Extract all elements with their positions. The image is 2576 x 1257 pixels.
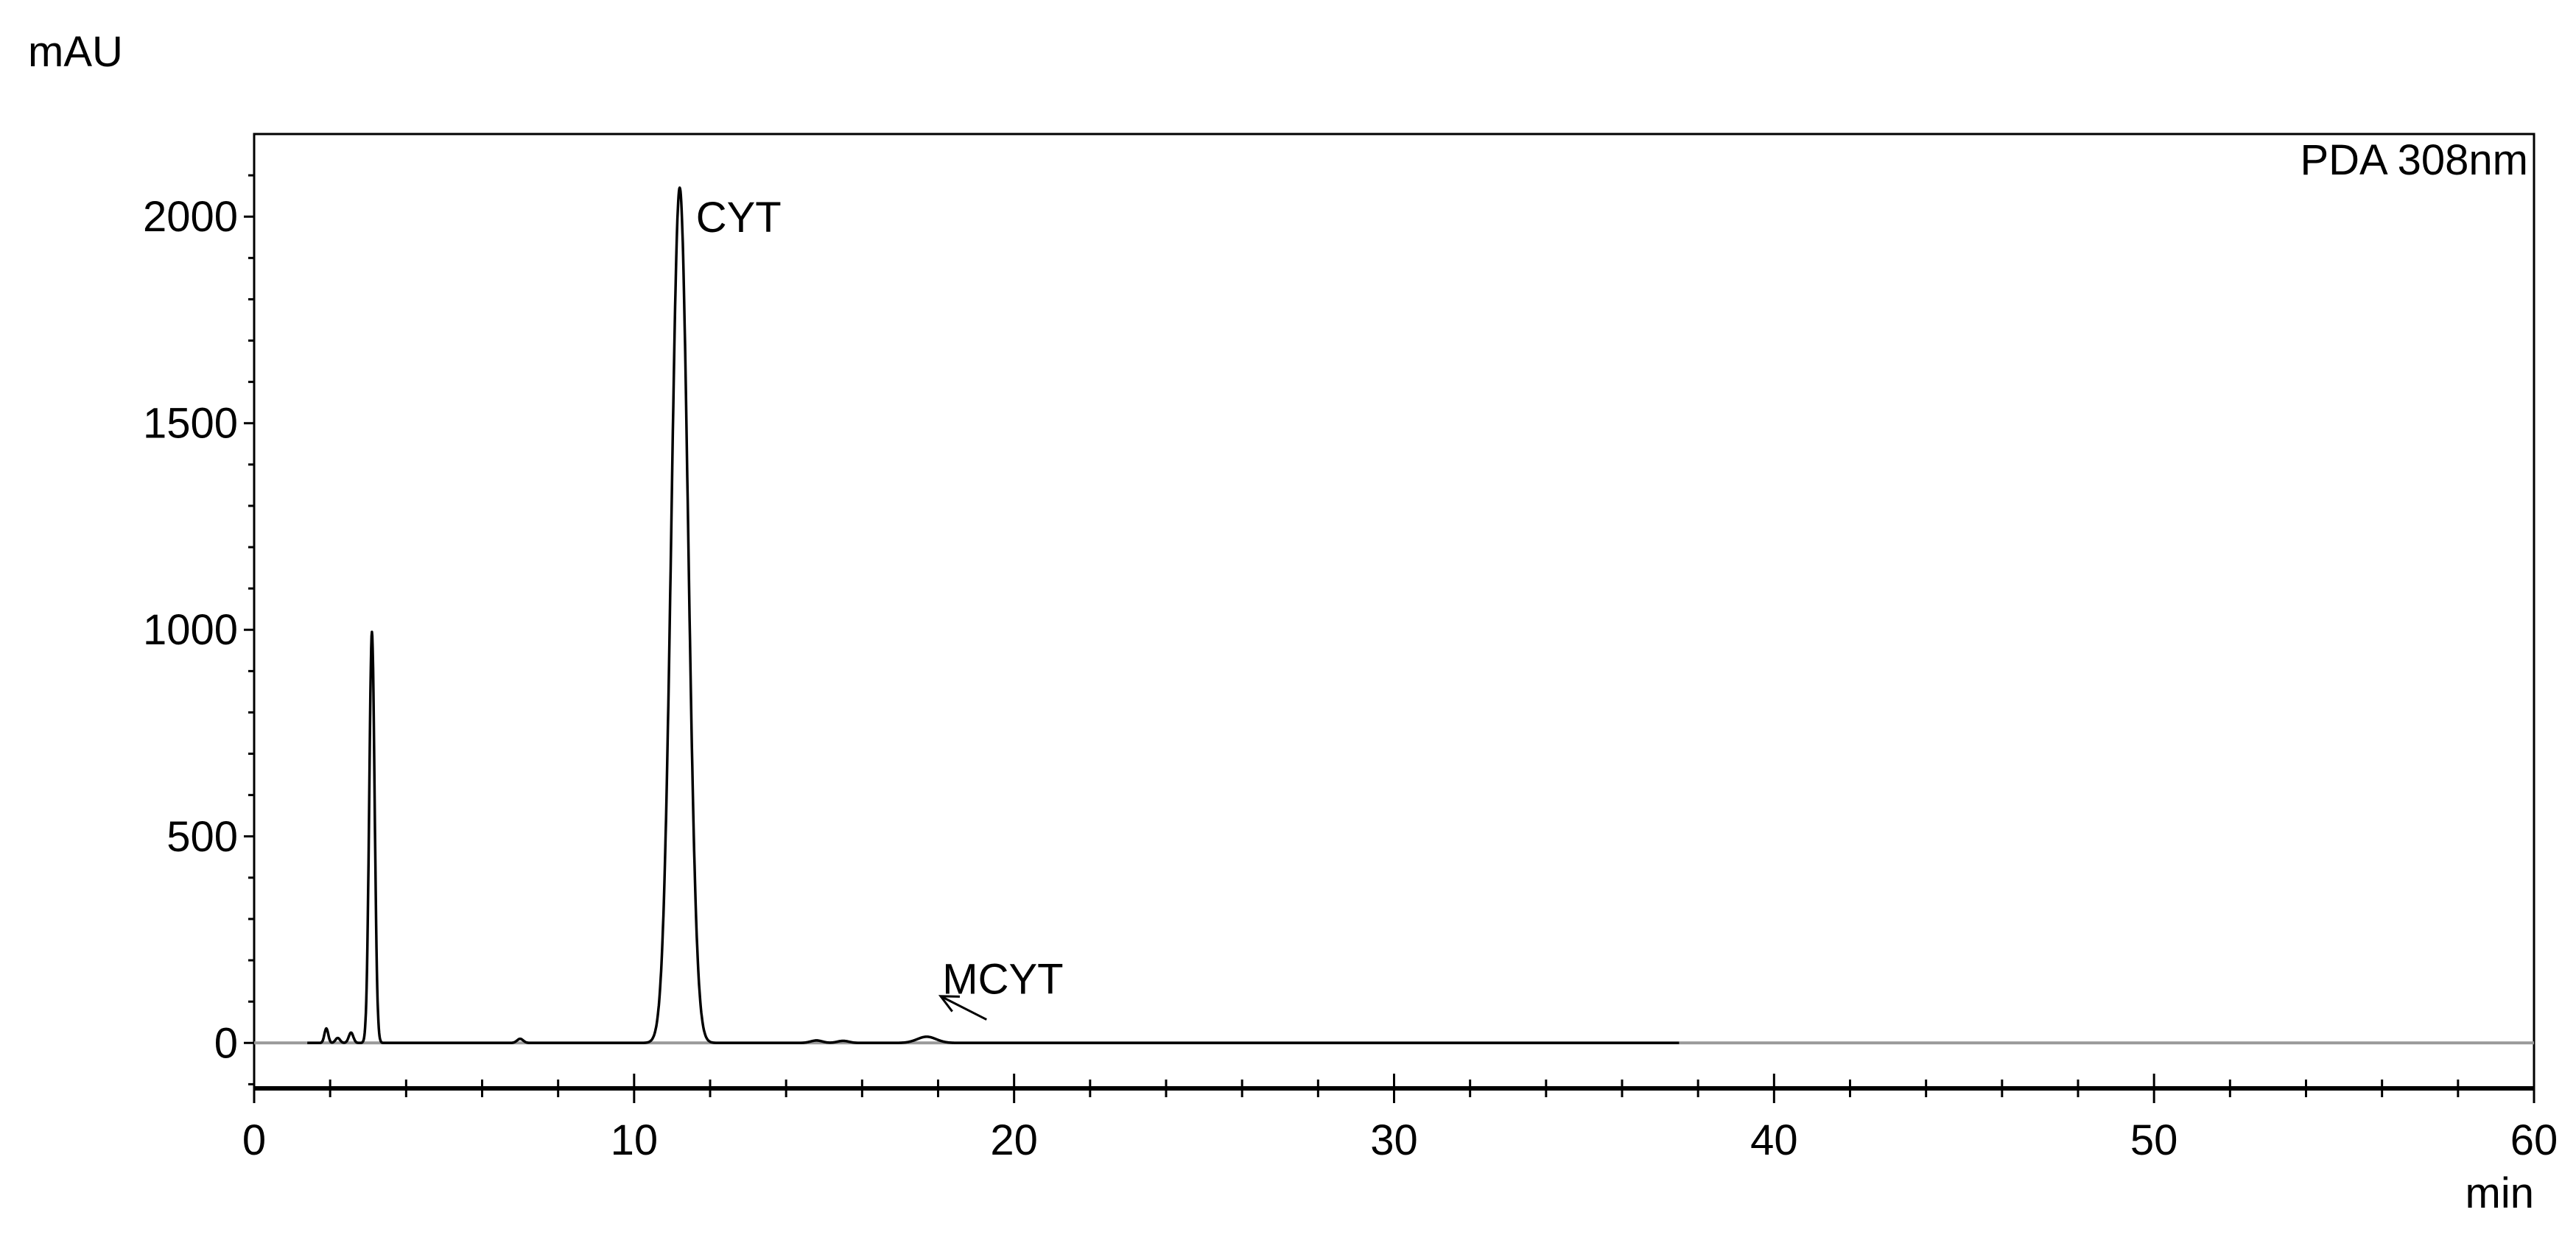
x-tick-label: 40 [1750, 1116, 1798, 1164]
peak-label: MCYT [942, 956, 1063, 1004]
x-ticks: 0 10 20 30 40 50 60 [242, 1074, 2558, 1164]
y-axis-label: mAU [28, 28, 123, 76]
y-ticks: 0 500 1000 1500 2000 [143, 174, 254, 1085]
x-tick-label: 10 [611, 1116, 659, 1164]
x-tick-label: 60 [2510, 1116, 2558, 1164]
y-tick-label: 1000 [143, 606, 238, 654]
x-tick-label: 30 [1370, 1116, 1418, 1164]
channel-label: PDA 308nm [2300, 136, 2528, 184]
x-tick-label: 50 [2130, 1116, 2178, 1164]
x-tick-label: 0 [242, 1116, 266, 1164]
y-tick-label: 1500 [143, 400, 238, 448]
annotation-arrow [940, 995, 987, 1021]
annotation-arrowhead [938, 995, 961, 1013]
y-tick-label: 2000 [143, 193, 238, 241]
x-tick-label: 20 [990, 1116, 1038, 1164]
y-tick-label: 0 [214, 1019, 238, 1067]
peak-label: CYT [696, 194, 782, 242]
chromatogram-trace [306, 186, 1680, 1045]
plot-frame [253, 133, 2535, 1090]
peak-annotations: CYT MCYT [696, 194, 1064, 1021]
x-axis-label: min [2466, 1169, 2534, 1217]
y-tick-label: 500 [166, 813, 238, 861]
